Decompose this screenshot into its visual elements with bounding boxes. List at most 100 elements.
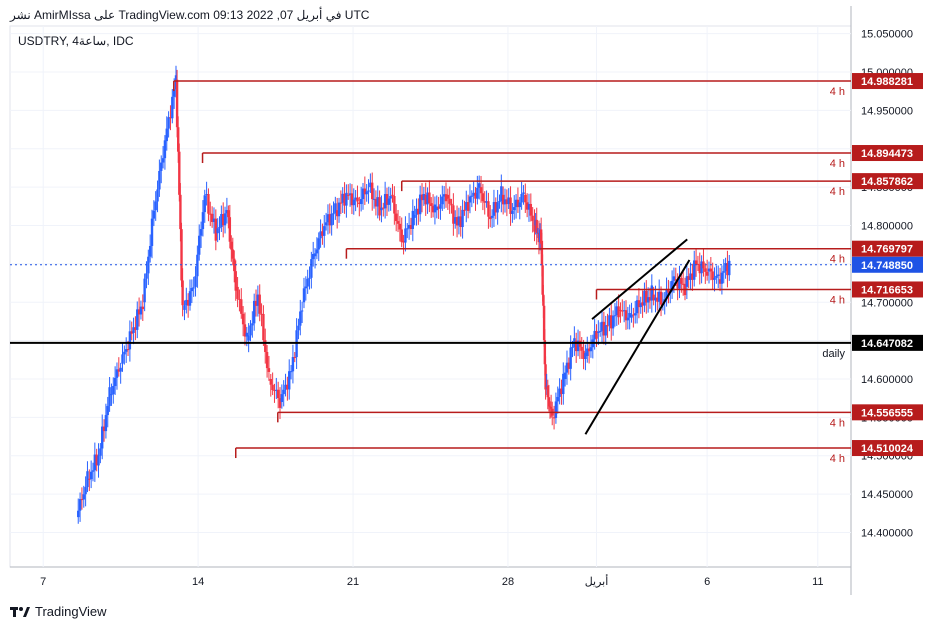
candle (711, 262, 714, 290)
candle (84, 476, 87, 507)
candle (276, 381, 280, 409)
candle (404, 216, 407, 252)
candle-body (505, 199, 509, 205)
candle (522, 185, 525, 205)
time-axis[interactable]: 7 14 21 28 أبريل 6 11 (40, 574, 823, 588)
candle-body (420, 194, 424, 201)
candle-body (626, 317, 630, 321)
tradingview-logo-icon (10, 606, 30, 617)
candle-body (387, 198, 391, 205)
candle (490, 209, 494, 229)
candle-body (407, 225, 411, 229)
candle-body (315, 249, 319, 254)
candle-body (398, 223, 402, 230)
time-tick-label: أبريل (585, 574, 609, 588)
candle-body (371, 182, 374, 200)
candle-body (188, 291, 192, 306)
candle (468, 184, 472, 214)
level-badge-text: 14.556555 (861, 407, 913, 419)
candle (483, 191, 486, 215)
candle (139, 300, 143, 320)
candle-body (490, 215, 494, 218)
candle-body (278, 398, 282, 408)
candle (544, 356, 547, 400)
candle-body (698, 264, 701, 274)
candle (450, 198, 453, 214)
candle (622, 300, 626, 323)
candle (119, 362, 122, 384)
candle-body (571, 346, 574, 348)
candle-body (411, 210, 414, 229)
candle (214, 209, 218, 251)
candle (709, 257, 713, 281)
candle (258, 284, 261, 322)
level-timeframe-label: 4 h (830, 453, 845, 465)
price-tick-label: 15.050000 (861, 29, 913, 41)
candle-body (284, 384, 287, 390)
candle (637, 287, 641, 319)
candle-body (428, 192, 431, 204)
candle (724, 257, 727, 279)
candle (582, 339, 585, 370)
candle (667, 279, 670, 304)
candle-body (361, 188, 365, 200)
candle-body (667, 288, 670, 293)
candle (439, 194, 442, 220)
candle-body (334, 203, 337, 214)
candle (639, 296, 642, 314)
candle (463, 200, 466, 216)
candle (185, 287, 188, 314)
candle-body (466, 202, 470, 211)
level-badge-bg (852, 404, 923, 421)
level-timeframe-label: 4 h (830, 186, 845, 198)
candle (288, 359, 291, 400)
time-tick-label: 11 (812, 576, 823, 588)
candle (220, 205, 223, 232)
candle-body (442, 194, 446, 197)
candle (192, 276, 195, 297)
candle-body (247, 335, 250, 341)
candle-body (352, 199, 355, 206)
candle (356, 185, 359, 208)
candle (212, 207, 216, 234)
candle (681, 271, 685, 296)
candle-body (148, 245, 152, 257)
candle-body (524, 194, 527, 203)
candle-body (97, 455, 100, 466)
candle-body (110, 394, 113, 396)
candle-body (543, 340, 547, 365)
candle (608, 307, 611, 332)
candle-body (522, 192, 525, 194)
candle-body (500, 186, 503, 202)
candle-body (461, 209, 464, 228)
candle-body (726, 263, 729, 276)
candle-body (459, 216, 462, 228)
candle-body (121, 354, 124, 364)
candle (678, 265, 681, 299)
candle (444, 182, 448, 208)
candle (209, 201, 212, 227)
candle-body (680, 277, 683, 284)
price-tick-label: 14.950000 (861, 105, 913, 117)
candle-body (177, 127, 180, 152)
candle (424, 182, 427, 216)
candle-body (80, 499, 84, 501)
candle-body (707, 268, 711, 272)
candle-body (525, 202, 529, 210)
candle-body (117, 369, 121, 372)
candle-body (393, 196, 396, 214)
candle-body (139, 306, 143, 315)
candle-body (147, 256, 150, 274)
candle (634, 301, 637, 324)
candle-body (507, 197, 510, 205)
candle-body (400, 229, 403, 243)
candle-body (540, 240, 544, 266)
candle (228, 204, 232, 249)
candle (472, 180, 475, 204)
level-badge-bg (852, 145, 923, 162)
candle (134, 316, 137, 341)
candle (231, 237, 234, 266)
footer-brand[interactable]: TradingView (10, 604, 107, 619)
price-axis[interactable]: 15.05000015.00000014.95000014.90000014.8… (852, 29, 923, 540)
